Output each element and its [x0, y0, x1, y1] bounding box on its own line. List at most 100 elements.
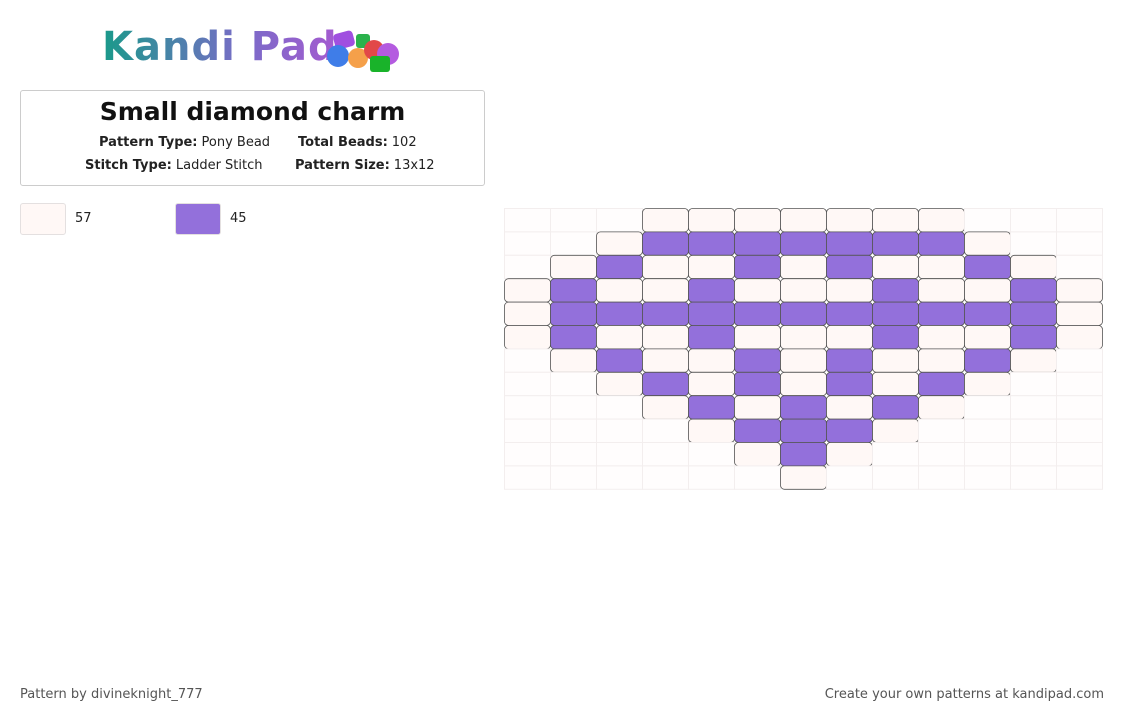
empty-cell: [734, 465, 781, 490]
bead: [596, 254, 643, 280]
bead: [734, 231, 781, 256]
empty-cell: [1010, 418, 1057, 444]
bead: [964, 325, 1011, 350]
bead: [596, 371, 643, 397]
bead: [504, 325, 551, 350]
bead: [918, 254, 965, 280]
bead: [734, 418, 781, 443]
bead: [1010, 278, 1057, 303]
bead: [1010, 254, 1057, 280]
empty-cell: [1010, 442, 1057, 467]
empty-cell: [826, 465, 873, 490]
bead: [596, 278, 643, 303]
bead: [1010, 348, 1057, 373]
bead: [1010, 325, 1057, 350]
bead: [780, 208, 827, 233]
bead: [688, 301, 735, 326]
bead: [734, 395, 781, 420]
info-box: Small diamond charm Pattern Type: Pony Be…: [20, 90, 485, 186]
bead: [1010, 301, 1057, 326]
bead: [780, 231, 827, 256]
bead: [964, 348, 1011, 373]
empty-cell: [504, 254, 551, 280]
bead: [734, 278, 781, 303]
bead: [642, 278, 689, 303]
bead: [1056, 278, 1103, 303]
empty-cell: [1010, 371, 1057, 397]
color-count: 45: [230, 211, 247, 226]
bead: [918, 395, 965, 420]
empty-cell: [504, 231, 551, 256]
bead: [642, 301, 689, 326]
bead: [780, 465, 827, 490]
empty-cell: [550, 418, 597, 444]
bead: [550, 325, 597, 350]
bead: [642, 348, 689, 373]
empty-cell: [964, 395, 1011, 420]
bead: [688, 208, 735, 233]
bead: [826, 325, 873, 350]
field-label: Stitch Type:: [85, 158, 172, 173]
empty-cell: [504, 208, 551, 233]
bead: [688, 231, 735, 256]
bead: [596, 231, 643, 256]
empty-cell: [1056, 465, 1103, 490]
bead: [734, 301, 781, 326]
bead: [918, 231, 965, 256]
bead: [780, 325, 827, 350]
bead: [826, 395, 873, 420]
empty-cell: [918, 442, 965, 467]
bead: [688, 418, 735, 443]
empty-cell: [504, 348, 551, 373]
empty-cell: [964, 418, 1011, 444]
bead: [826, 442, 873, 467]
empty-cell: [964, 442, 1011, 467]
empty-cell: [596, 208, 643, 233]
color-swatch: [175, 203, 221, 235]
footer-link: Create your own patterns at kandipad.com: [824, 687, 1104, 702]
bead: [550, 254, 597, 280]
bead: [780, 442, 827, 467]
empty-cell: [1056, 418, 1103, 444]
bead: [964, 278, 1011, 303]
empty-cell: [642, 442, 689, 467]
bead: [688, 278, 735, 303]
empty-cell: [872, 442, 919, 467]
bead: [688, 371, 735, 397]
field: Pattern Type: Pony Bead: [99, 135, 270, 150]
bead: [596, 325, 643, 350]
bead: [872, 231, 919, 256]
empty-cell: [642, 465, 689, 490]
empty-cell: [550, 231, 597, 256]
bead: [872, 254, 919, 280]
bead: [642, 395, 689, 420]
field-value: 102: [391, 135, 417, 150]
empty-cell: [596, 465, 643, 490]
bead: [550, 301, 597, 326]
empty-cell: [1056, 208, 1103, 233]
empty-cell: [1010, 395, 1057, 420]
bead: [688, 254, 735, 280]
bead: [826, 254, 873, 280]
field: Pattern Size: 13x12: [295, 158, 435, 173]
bead: [734, 208, 781, 233]
bead: [642, 208, 689, 233]
bead: [918, 371, 965, 397]
empty-cell: [550, 371, 597, 397]
bead: [872, 371, 919, 397]
empty-cell: [550, 442, 597, 467]
empty-cell: [1010, 465, 1057, 490]
bead: [642, 254, 689, 280]
empty-cell: [642, 418, 689, 444]
field-label: Pattern Size:: [295, 158, 390, 173]
color-swatch: [20, 203, 66, 235]
bead: [780, 254, 827, 280]
empty-cell: [550, 208, 597, 233]
bead: [872, 348, 919, 373]
logo-beads: [327, 30, 399, 72]
bead: [826, 371, 873, 397]
bead: [964, 254, 1011, 280]
bead: [688, 395, 735, 420]
empty-cell: [1056, 231, 1103, 256]
bead: [642, 325, 689, 350]
